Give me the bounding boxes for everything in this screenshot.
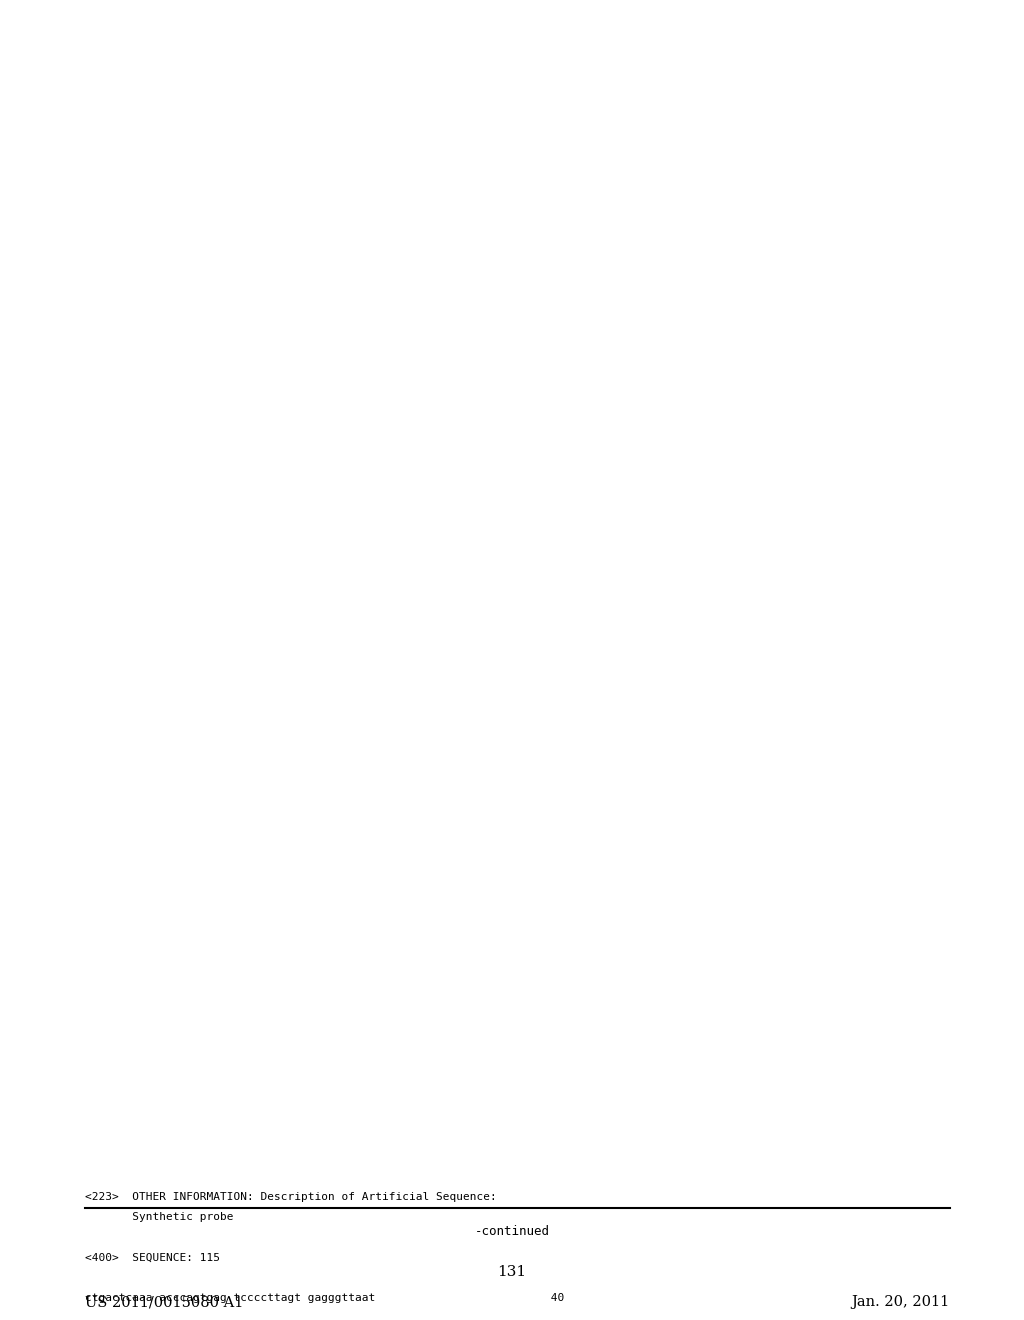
Text: Synthetic probe: Synthetic probe: [85, 1212, 233, 1222]
Text: ctgactcaaa acccagtgag tccccttagt gagggttaat                          40: ctgactcaaa acccagtgag tccccttagt gagggtt…: [85, 1292, 564, 1303]
Text: <223>  OTHER INFORMATION: Description of Artificial Sequence:: <223> OTHER INFORMATION: Description of …: [85, 1192, 497, 1203]
Text: Jan. 20, 2011: Jan. 20, 2011: [852, 1295, 950, 1309]
Text: -continued: -continued: [474, 1225, 550, 1238]
Text: 131: 131: [498, 1265, 526, 1279]
Text: US 2011/0015080 A1: US 2011/0015080 A1: [85, 1295, 244, 1309]
Text: <400>  SEQUENCE: 115: <400> SEQUENCE: 115: [85, 1253, 220, 1262]
